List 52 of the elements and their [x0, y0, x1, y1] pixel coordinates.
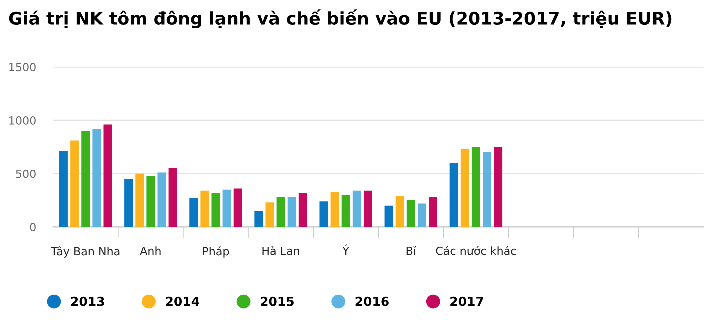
bar — [406, 200, 416, 228]
bar — [190, 198, 198, 228]
bar — [254, 211, 264, 228]
y-tick-label: 1500 — [10, 63, 36, 72]
bar — [330, 192, 340, 228]
bar — [494, 147, 503, 228]
y-tick-label: 0 — [30, 223, 36, 232]
x-tick-label: Ý — [342, 244, 350, 256]
legend-label: 2013 — [71, 296, 104, 306]
x-tick-label: Anh — [140, 246, 161, 256]
bar — [266, 202, 274, 228]
legend-label: 2014 — [166, 296, 200, 306]
bar — [158, 172, 166, 228]
legend-label: 2016 — [356, 296, 389, 306]
bar — [342, 195, 350, 228]
bar — [460, 149, 470, 228]
bar — [70, 140, 80, 228]
bar — [276, 197, 286, 228]
bar — [136, 174, 144, 228]
bar — [146, 176, 156, 228]
legend-label: 2017 — [450, 296, 484, 306]
bar — [384, 206, 394, 228]
y-tick-label: 500 — [16, 170, 36, 178]
bar — [124, 179, 134, 228]
bar — [450, 163, 458, 228]
bar — [60, 151, 68, 228]
bar — [104, 124, 112, 228]
bar — [320, 202, 328, 228]
bar — [168, 168, 178, 228]
bar — [364, 190, 372, 228]
bar — [82, 131, 90, 228]
bar — [200, 190, 210, 228]
bar — [222, 190, 232, 228]
x-tick-label: Bỉ — [406, 246, 416, 256]
bar — [234, 188, 242, 228]
bar — [298, 193, 308, 228]
x-tick-label: Hà Lan — [262, 246, 300, 256]
bar — [212, 193, 220, 228]
bar — [352, 190, 362, 228]
bar — [418, 204, 426, 228]
chart-title: Giá trị NK tôm đông lạnh và chế biến vào EU (2013-2017, triệu EUR) — [9, 10, 672, 29]
x-tick-label: Pháp — [203, 246, 230, 258]
legend-label: 2015 — [261, 296, 294, 306]
bar — [396, 196, 404, 228]
bar — [288, 197, 296, 228]
bar — [429, 197, 438, 228]
bar — [483, 152, 492, 228]
x-tick-label: Các nước khác — [436, 246, 516, 256]
x-tick-label: Tây Ban Nha — [51, 246, 120, 258]
bar — [472, 147, 480, 228]
bar — [92, 129, 102, 228]
y-tick-label: 1000 — [10, 116, 36, 125]
